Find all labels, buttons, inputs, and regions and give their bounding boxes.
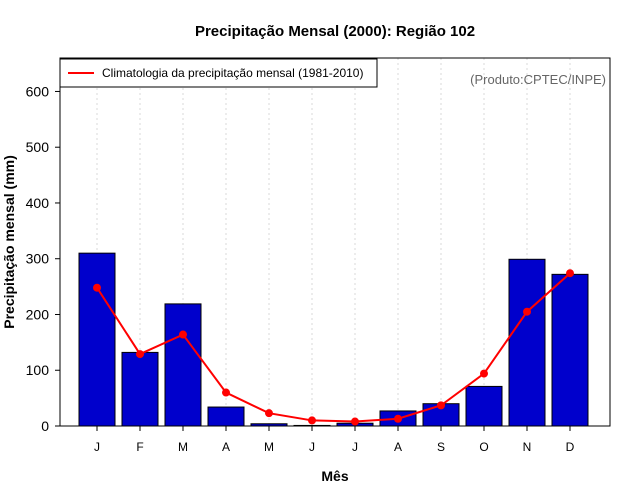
- x-tick-label-9: S: [437, 440, 445, 454]
- legend: Climatologia da precipitação mensal (198…: [59, 58, 378, 88]
- climatology-point-9: [437, 401, 445, 410]
- climatology-point-7: [351, 417, 359, 426]
- plot-frame: [59, 57, 611, 427]
- legend-box: [59, 58, 378, 88]
- bar-O-10: [465, 385, 503, 427]
- climatology-point-3: [179, 330, 187, 339]
- x-tick-label-3: M: [178, 440, 188, 454]
- bar-J-1: [78, 252, 116, 427]
- bar-D-12: [551, 273, 589, 427]
- x-tick-label-4: A: [222, 440, 230, 454]
- climatology-line: [96, 272, 571, 423]
- legend-entry-climatology: Climatologia da precipitação mensal (198…: [102, 66, 363, 80]
- x-tick-label-10: O: [479, 440, 488, 454]
- credit-annotation: (Produto:CPTEC/INPE): [470, 72, 606, 87]
- climatology-point-4: [222, 388, 230, 397]
- x-tick-label-11: N: [523, 440, 532, 454]
- x-tick-label-2: F: [136, 440, 143, 454]
- x-tick-label-6: J: [309, 440, 315, 454]
- x-axis-label: Mês: [321, 468, 348, 484]
- y-tick-label-400: 400: [26, 195, 50, 211]
- y-axis-label: Precipitação mensal (mm): [1, 155, 17, 329]
- climatology-point-8: [394, 414, 402, 423]
- y-tick-label-200: 200: [26, 306, 50, 322]
- x-tick-label-12: D: [566, 440, 575, 454]
- bar-F-2: [121, 351, 159, 427]
- y-axis: 0 100 200 300 400 500 600: [26, 83, 60, 434]
- y-tick-label-100: 100: [26, 362, 50, 378]
- bar-M-3: [164, 303, 202, 427]
- climatology-point-12: [566, 269, 574, 278]
- climatology-point-10: [480, 369, 488, 378]
- chart-title: Precipitação Mensal (2000): Região 102: [195, 23, 475, 40]
- bar-N-11: [508, 258, 546, 427]
- y-tick-label-0: 0: [41, 418, 49, 434]
- climatology-point-6: [308, 416, 316, 425]
- y-tick-label-500: 500: [26, 139, 50, 155]
- climatology-point-1: [93, 283, 101, 292]
- x-tick-label-5: M: [264, 440, 274, 454]
- climatology-point-5: [265, 409, 273, 418]
- bar-A-4: [207, 406, 245, 427]
- line-series: [93, 269, 574, 426]
- climatology-point-11: [523, 307, 531, 316]
- x-tick-label-7: J: [352, 440, 358, 454]
- climatology-point-2: [136, 350, 144, 359]
- x-tick-label-1: J: [94, 440, 100, 454]
- bar-series: [78, 252, 589, 427]
- y-tick-label-600: 600: [26, 83, 50, 99]
- y-tick-label-300: 300: [26, 251, 50, 267]
- x-tick-label-8: A: [394, 440, 402, 454]
